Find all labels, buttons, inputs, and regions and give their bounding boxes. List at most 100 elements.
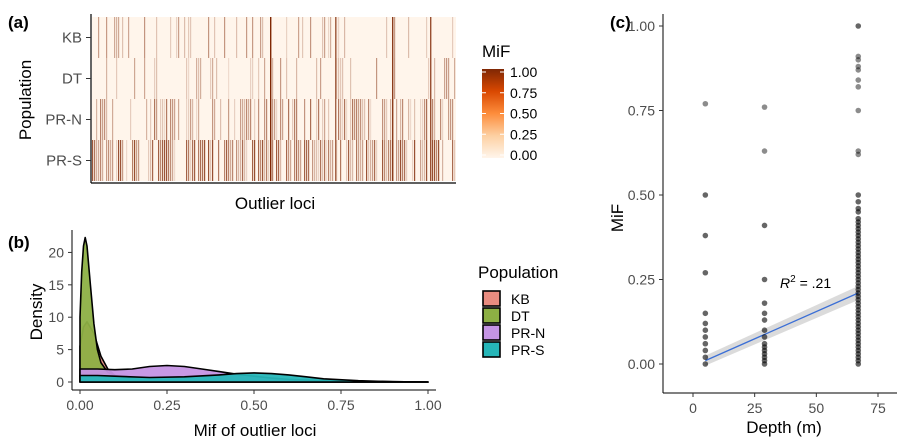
heatmap-cell [384, 99, 386, 140]
population-legend-title: Population [478, 263, 558, 282]
heatmap-cell [346, 140, 348, 181]
heatmap-cell [386, 99, 388, 140]
density-x-tick-label: 0.25 [153, 397, 180, 413]
heatmap-cell [324, 140, 326, 181]
legend-label: DT [511, 308, 530, 324]
heatmap-cell [160, 99, 162, 140]
heatmap-cell [194, 140, 196, 181]
heatmap-cell [134, 140, 136, 181]
heatmap-cell [386, 17, 388, 58]
heatmap-cell [288, 99, 290, 140]
heatmap-cell [92, 140, 94, 181]
heatmap-cell [436, 140, 438, 181]
heatmap-cell [254, 140, 256, 181]
heatmap-cell [408, 99, 410, 140]
heatmap-cell [338, 58, 340, 99]
heatmap-cell [200, 140, 202, 181]
heatmap-cell [452, 140, 454, 181]
heatmap-cell [208, 140, 210, 181]
heatmap-cell [300, 140, 302, 181]
heatmap-cell [244, 140, 246, 181]
heatmap-cell [162, 140, 164, 181]
heatmap-cell [376, 140, 378, 181]
heatmap-cell [106, 140, 108, 181]
scatter-x-tick-label: 75 [870, 400, 886, 416]
colorbar-tick-label: 0.00 [510, 147, 537, 163]
scatter-point [702, 192, 709, 198]
heatmap-cell [392, 17, 394, 181]
heatmap-cell [360, 140, 362, 181]
heatmap-cell [210, 58, 212, 99]
heatmap-cell [322, 99, 324, 140]
heatmap-cell [202, 140, 204, 181]
heatmap-cell [136, 140, 138, 181]
density-curve [79, 372, 429, 383]
heatmap-cell [198, 140, 200, 181]
heatmap-cell [420, 140, 422, 181]
legend-swatch [482, 307, 501, 324]
heatmap-cell [172, 140, 174, 181]
heatmap-cell [188, 58, 190, 99]
heatmap-cell [286, 17, 288, 58]
legend-swatch [482, 341, 501, 358]
heatmap-cell [102, 99, 104, 140]
heatmap-cell [390, 99, 392, 140]
scatter-point [702, 269, 709, 276]
heatmap-cell [446, 58, 448, 99]
heatmap-cell [370, 140, 372, 181]
heatmap-cell [426, 17, 428, 58]
heatmap-cell [412, 140, 414, 181]
scatter-point [855, 107, 862, 114]
trend-confidence-band [705, 286, 859, 366]
density-x-label: Mif of outlier loci [194, 421, 317, 440]
scatter-y-tick-label: 0.75 [628, 103, 655, 119]
scatter-y-tick-label: 0.00 [628, 356, 655, 372]
heatmap-cell [414, 99, 416, 140]
heatmap-cell [322, 140, 324, 181]
scatter-point [761, 300, 768, 306]
heatmap-cell [450, 99, 452, 140]
heatmap-cell [116, 17, 118, 58]
heatmap-cell [102, 140, 104, 181]
heatmap-cell [276, 140, 278, 181]
heatmap-cell [414, 140, 416, 181]
scatter-point [702, 361, 709, 367]
heatmap-row-label: DT [62, 71, 82, 88]
heatmap-cell [452, 99, 454, 140]
heatmap-cell [402, 140, 404, 181]
scatter-point [761, 276, 768, 283]
heatmap-cell [166, 140, 168, 181]
heatmap-cell [444, 58, 446, 99]
heatmap-cell [132, 140, 134, 181]
heatmap-cell [170, 17, 172, 58]
scatter-point [702, 354, 709, 361]
scatter-y-tick-label: 0.25 [628, 272, 655, 288]
heatmap-cell [118, 17, 120, 58]
heatmap-cell [228, 58, 230, 99]
heatmap-cell [246, 140, 248, 181]
heatmap-cell [424, 140, 426, 181]
heatmap-cell [264, 58, 266, 99]
heatmap-cell [118, 140, 120, 181]
heatmap-cell [138, 140, 140, 181]
heatmap-cell [154, 58, 156, 99]
heatmap-cell [188, 99, 190, 140]
heatmap-cell [122, 17, 124, 58]
heatmap-cell [366, 140, 368, 181]
heatmap-cell [112, 140, 114, 181]
heatmap-y-label: Population [16, 60, 35, 140]
heatmap-cell [382, 99, 384, 140]
heatmap-cell [310, 17, 312, 58]
heatmap-cell [302, 17, 304, 58]
heatmap-cell [270, 17, 272, 181]
heatmap-cell [262, 140, 264, 181]
heatmap-cell [160, 140, 162, 181]
density-y-tick-label: 5 [56, 342, 64, 358]
heatmap-cell [192, 140, 194, 181]
heatmap-cell [394, 58, 396, 99]
legend-label: KB [511, 291, 530, 307]
heatmap-cell [310, 99, 312, 140]
heatmap-cell [190, 17, 192, 58]
r-squared-superscript: 2 [790, 274, 796, 285]
heatmap-cell [230, 140, 232, 181]
